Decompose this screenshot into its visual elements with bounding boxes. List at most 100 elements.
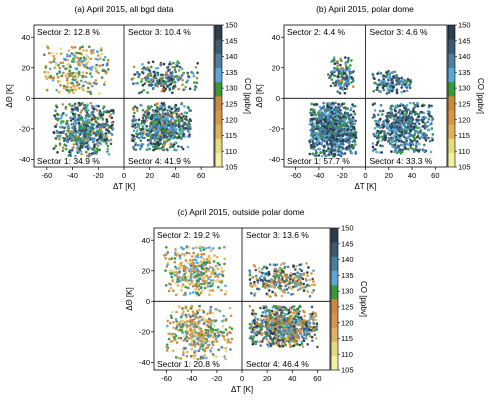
data-point bbox=[90, 118, 94, 121]
data-point bbox=[85, 141, 88, 145]
data-point bbox=[83, 65, 86, 68]
data-point bbox=[161, 123, 164, 126]
data-point bbox=[90, 128, 93, 131]
data-point bbox=[318, 129, 321, 132]
data-point bbox=[156, 140, 159, 144]
data-point bbox=[166, 251, 170, 254]
data-point bbox=[106, 58, 110, 62]
data-point bbox=[224, 350, 228, 353]
data-point bbox=[333, 66, 336, 70]
data-point bbox=[184, 259, 188, 262]
data-point bbox=[80, 109, 84, 112]
data-point bbox=[392, 70, 395, 74]
data-point bbox=[107, 68, 110, 71]
data-point bbox=[341, 146, 344, 149]
data-point bbox=[312, 280, 315, 283]
data-point bbox=[403, 80, 406, 83]
data-point bbox=[206, 312, 209, 316]
data-point bbox=[188, 246, 191, 249]
data-point bbox=[348, 70, 351, 73]
data-point bbox=[171, 65, 174, 69]
data-point bbox=[337, 84, 340, 87]
data-point bbox=[160, 78, 164, 82]
data-point bbox=[391, 104, 395, 108]
data-point bbox=[331, 129, 335, 132]
data-point bbox=[64, 144, 68, 147]
data-point bbox=[338, 108, 342, 112]
data-point bbox=[43, 70, 46, 74]
data-point bbox=[101, 107, 105, 110]
data-point bbox=[259, 340, 262, 344]
data-point bbox=[180, 329, 184, 332]
data-point bbox=[350, 143, 354, 147]
data-point bbox=[180, 112, 184, 116]
data-point bbox=[101, 69, 105, 72]
data-point bbox=[252, 335, 256, 338]
data-point bbox=[413, 110, 417, 114]
data-point bbox=[407, 114, 411, 117]
data-point bbox=[80, 146, 84, 149]
data-point bbox=[332, 59, 336, 63]
data-point bbox=[84, 105, 88, 108]
data-point bbox=[141, 67, 144, 71]
data-point bbox=[71, 112, 75, 116]
data-point bbox=[175, 310, 178, 314]
data-point bbox=[180, 102, 183, 106]
data-point bbox=[188, 87, 192, 90]
data-point bbox=[206, 345, 210, 349]
data-point bbox=[265, 272, 268, 275]
data-point bbox=[156, 118, 160, 122]
data-point bbox=[86, 138, 90, 141]
data-point bbox=[93, 116, 97, 119]
data-point bbox=[169, 287, 173, 290]
data-point bbox=[208, 261, 212, 265]
data-point bbox=[84, 145, 88, 149]
data-point bbox=[90, 68, 93, 71]
data-point bbox=[314, 312, 318, 315]
data-point bbox=[415, 140, 419, 144]
colorbar-tick-label: 105 bbox=[458, 163, 471, 172]
data-point bbox=[100, 76, 104, 79]
data-point bbox=[208, 330, 212, 334]
data-point bbox=[343, 69, 347, 73]
data-point bbox=[395, 151, 399, 154]
data-point bbox=[213, 272, 217, 275]
data-point bbox=[53, 66, 57, 69]
data-point bbox=[428, 123, 432, 126]
data-point bbox=[333, 110, 336, 113]
data-point bbox=[65, 79, 69, 82]
data-point bbox=[224, 357, 227, 361]
data-point bbox=[211, 266, 214, 270]
data-point bbox=[71, 75, 75, 79]
colorbar-segment bbox=[215, 81, 222, 97]
data-point bbox=[174, 251, 177, 254]
data-point bbox=[394, 121, 397, 124]
data-point bbox=[132, 65, 136, 69]
data-point bbox=[317, 154, 321, 157]
data-point bbox=[405, 103, 409, 107]
data-point bbox=[427, 105, 431, 109]
data-point bbox=[176, 77, 179, 80]
data-point bbox=[98, 135, 102, 139]
y-tick-label: -20 bbox=[269, 124, 280, 133]
data-point bbox=[330, 113, 333, 117]
data-point bbox=[106, 147, 110, 151]
data-point bbox=[193, 317, 197, 320]
data-point bbox=[325, 124, 329, 127]
data-point bbox=[160, 131, 164, 134]
data-point bbox=[139, 139, 143, 142]
data-point bbox=[336, 90, 340, 93]
data-point bbox=[286, 283, 289, 286]
data-point bbox=[150, 127, 154, 131]
data-point bbox=[107, 153, 111, 156]
data-point bbox=[131, 77, 135, 80]
colorbar-segment bbox=[215, 67, 222, 83]
data-point bbox=[310, 102, 314, 106]
data-point bbox=[392, 88, 395, 91]
data-point bbox=[183, 88, 186, 91]
data-point bbox=[93, 143, 96, 146]
data-point bbox=[72, 146, 75, 149]
data-point bbox=[345, 116, 348, 119]
data-point bbox=[326, 131, 329, 135]
data-point bbox=[280, 289, 284, 292]
